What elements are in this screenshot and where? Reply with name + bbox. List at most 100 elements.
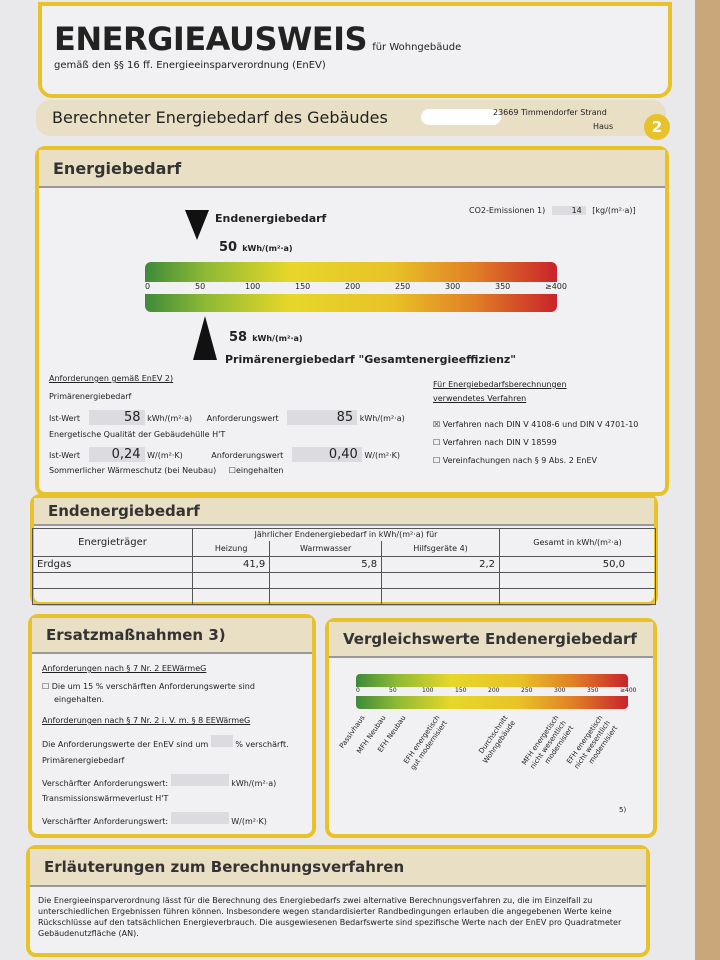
sharpened-ht-field[interactable] xyxy=(170,812,229,824)
req1-text: ☐ Die um 15 % verschärften Anforderungsw… xyxy=(42,682,255,691)
req1-text-2: eingehalten. xyxy=(54,695,105,704)
compare-tick-label: 0 xyxy=(356,687,360,694)
ist-label: Ist-Wert xyxy=(49,451,81,460)
compare-tick-label: 250 xyxy=(521,687,533,694)
compare-bar-top xyxy=(356,674,628,687)
compare-bar-bottom xyxy=(356,696,628,709)
scale-tick-label: 100 xyxy=(245,282,261,291)
unit: kWh/(m²·a) xyxy=(359,414,405,423)
end-value: 50 xyxy=(219,240,238,255)
cell-carrier: Erdgas xyxy=(32,556,193,573)
unit: W/(m²·K) xyxy=(231,817,267,826)
footnote: 5) xyxy=(619,806,627,814)
summer-checkbox[interactable]: ☐ xyxy=(228,466,236,475)
method-option[interactable]: ☒ Verfahren nach DIN V 4108-6 und DIN V … xyxy=(433,416,638,434)
scale-tick-label: 0 xyxy=(145,282,151,291)
cell-heating: 41,9 xyxy=(191,556,271,573)
checkbox-icon[interactable]: ☐ xyxy=(433,438,443,447)
ersatz-title: Ersatzmaßnahmen 3) xyxy=(32,618,312,654)
method-option[interactable]: ☐ Verfahren nach DIN V 18599 xyxy=(433,434,638,452)
unit: W/(m²·K) xyxy=(147,451,183,460)
ersatz-primary: Primärenergiebedarf xyxy=(42,756,125,765)
checked-checkbox-icon[interactable]: ☒ xyxy=(433,420,443,429)
reference-labels: Passivhaus MFH Neubau EFH Neubau EFH energe… xyxy=(338,714,628,824)
primary-energy-arrow-icon xyxy=(192,316,217,360)
summer-label: Sommerlicher Wärmeschutz (bei Neubau) xyxy=(49,466,217,475)
primary-values-row: Ist-Wert 58 kWh/(m²·a) Anforderungswert … xyxy=(49,410,405,425)
col-heating: Heizung xyxy=(191,540,271,557)
compare-tick-label: ≥400 xyxy=(620,687,637,694)
unit: kWh/(m²·a) xyxy=(231,779,277,788)
page-number-badge: 2 xyxy=(644,114,670,140)
summer-row: Sommerlicher Wärmeschutz (bei Neubau) ☐e… xyxy=(49,466,284,475)
cell-water: 5,8 xyxy=(269,556,383,573)
endenergie-box: Endenergiebedarf Energieträger Jährliche… xyxy=(30,494,658,606)
col-total: Gesamt in kWh/(m²·a) xyxy=(499,528,656,557)
sharpened-ht-row: Verschärfter Anforderungswert: W/(m²·K) xyxy=(42,812,267,826)
primary-energy-label: Primärenergiebedarf "Gesamtenergieeffizi… xyxy=(225,353,517,366)
req-ht-value: 0,40 xyxy=(291,447,362,462)
table-row: Erdgas 41,9 5,8 2,2 50,0 xyxy=(32,556,656,573)
reference-label: Durchschnitt Wohngebäude xyxy=(477,714,517,765)
scale-tick-label: 50 xyxy=(195,282,206,291)
building-type: Haus xyxy=(593,122,614,131)
method-list: ☒ Verfahren nach DIN V 4108-6 und DIN V … xyxy=(433,416,638,470)
requirements-title: Anforderungen gemäß EnEV 2) xyxy=(49,374,174,383)
ersatz-box: Ersatzmaßnahmen 3) Anforderungen nach § … xyxy=(28,614,316,838)
table-row-empty xyxy=(32,572,656,589)
scale-tick-label: 200 xyxy=(345,282,361,291)
col-carrier: Energieträger xyxy=(32,528,193,557)
transmission-label: Transmissionswärmeverlust H'T xyxy=(42,794,169,803)
checkbox-icon[interactable]: ☐ xyxy=(433,456,443,465)
energiebedarf-title: Energiebedarf xyxy=(39,150,665,188)
compare-tick-label: 100 xyxy=(422,687,434,694)
scale-tick-label: 350 xyxy=(495,282,511,291)
co2-emissions: CO2-Emissionen 1) 14 [kg/(m²·a)] xyxy=(469,206,636,215)
col-aux: Hilfsgeräte 4) xyxy=(381,540,501,557)
unit: W/(m²·K) xyxy=(364,451,400,460)
ist-primary-value: 58 xyxy=(88,410,145,425)
erlaeuterung-box: Erläuterungen zum Berechnungsverfahren D… xyxy=(26,845,650,957)
document-page: ENERGIEAUSWEIS für Wohngebäude gemäß den… xyxy=(0,0,695,960)
compare-ticks: 0 50 100 150 200 250 300 350 ≥400 xyxy=(356,687,636,696)
end-energy-arrow-icon xyxy=(184,210,209,240)
erlaeuterung-text: Die Energieeinsparverordnung lässt für d… xyxy=(38,896,622,938)
section-bar: Berechneter Energiebedarf des Gebäudes 2… xyxy=(36,100,670,140)
req1-text-1: Die um 15 % verschärften Anforderungswer… xyxy=(51,682,255,691)
endenergie-title: Endenergiebedarf xyxy=(34,498,654,526)
co2-label: CO2-Emissionen 1) xyxy=(469,206,546,215)
section-title: Berechneter Energiebedarf des Gebäudes xyxy=(52,108,388,127)
sharpened-label: Verschärfter Anforderungswert: xyxy=(42,779,169,788)
percent-field[interactable] xyxy=(210,735,233,747)
scale-tick-label: 150 xyxy=(295,282,311,291)
energiebedarf-box: Energiebedarf CO2-Emissionen 1) 14 [kg/(… xyxy=(35,146,669,496)
method-title-2: verwendetes Verfahren xyxy=(433,394,527,403)
ist-ht-value: 0,24 xyxy=(88,447,145,462)
method-title-1: Für Energiebedarfsberechnungen xyxy=(433,380,567,389)
ist-label: Ist-Wert xyxy=(49,414,81,423)
method-option[interactable]: ☐ Vereinfachungen nach § 9 Abs. 2 EnEV xyxy=(433,452,638,470)
endenergie-table: Energieträger Jährlicher Endenergiebedar… xyxy=(32,528,656,605)
end-unit: kWh/(m²·a) xyxy=(242,244,293,253)
col-group: Jährlicher Endenergiebedarf in kWh/(m²·a… xyxy=(191,528,501,541)
req2-text: Die Anforderungswerte der EnEV sind um xyxy=(42,740,209,749)
compare-tick-label: 50 xyxy=(389,687,397,694)
title-suffix: für Wohngebäude xyxy=(372,42,462,53)
sharpened-primary-row: Verschärfter Anforderungswert: kWh/(m²·a… xyxy=(42,774,276,788)
scale-bar-bottom xyxy=(145,294,557,312)
req1-checkbox[interactable]: ☐ xyxy=(42,682,52,691)
end-energy-label: Endenergiebedarf xyxy=(215,212,327,225)
req1-title: Anforderungen nach § 7 Nr. 2 EEWärmeG xyxy=(42,664,207,673)
col-water: Warmwasser xyxy=(269,540,383,557)
scale-tick-label: 250 xyxy=(395,282,411,291)
sharpened-primary-field[interactable] xyxy=(170,774,229,786)
vergleich-title: Vergleichswerte Endenergiebedarf xyxy=(329,622,653,658)
method-label: Verfahren nach DIN V 4108-6 und DIN V 47… xyxy=(442,420,639,429)
address: 23669 Timmendorfer Strand xyxy=(493,108,607,117)
req-primary-value: 85 xyxy=(287,410,358,425)
scale-tick-label: ≥400 xyxy=(545,282,567,291)
document-subtitle: gemäß den §§ 16 ff. Energieeinsparverord… xyxy=(54,60,326,71)
method-label: Verfahren nach DIN V 18599 xyxy=(442,438,557,447)
method-label: Vereinfachungen nach § 9 Abs. 2 EnEV xyxy=(442,456,598,465)
unit: kWh/(m²·a) xyxy=(147,414,193,423)
